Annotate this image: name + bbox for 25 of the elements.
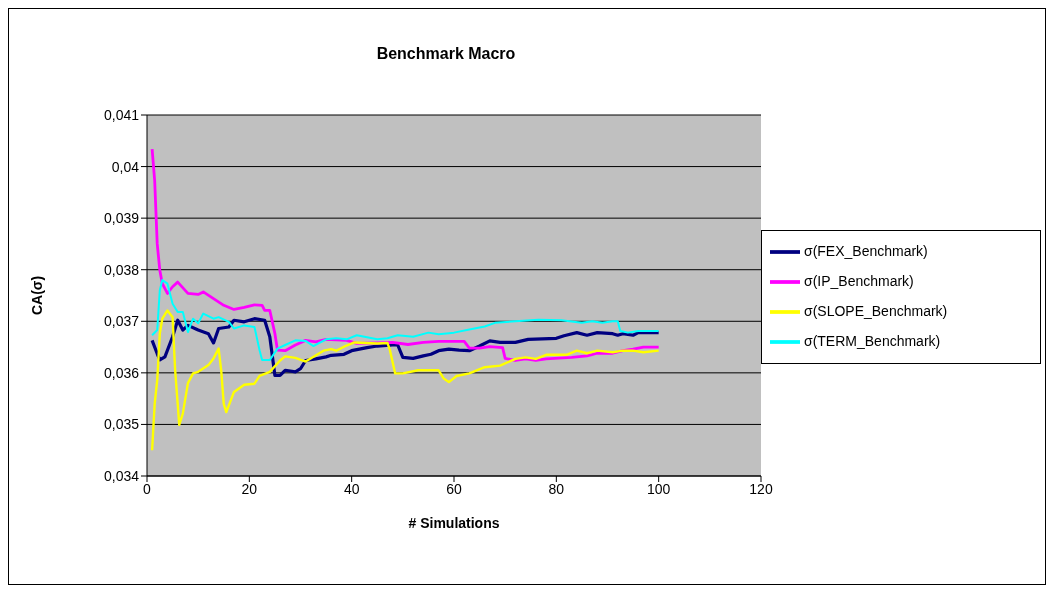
x-tick-label: 20 — [241, 480, 258, 497]
line-series — [150, 317, 661, 378]
y-tick-label: 0,035 — [103, 416, 140, 433]
legend-label: σ(TERM_Benchmark) — [804, 332, 941, 349]
line-series — [151, 279, 660, 361]
legend-label: σ(IP_Benchmark) — [804, 272, 914, 289]
y-tick-label: 0,037 — [103, 313, 140, 330]
x-tick-label: 120 — [749, 480, 773, 497]
x-axis-title: # Simulations — [408, 515, 500, 531]
x-tick-label: 40 — [343, 480, 360, 497]
y-axis-title: CA(σ) — [28, 275, 45, 316]
legend-label: σ(SLOPE_Benchmark) — [804, 302, 948, 319]
x-tick-label: 60 — [446, 480, 462, 497]
y-tick-label: 0,039 — [103, 210, 140, 227]
x-tick-label: 100 — [646, 480, 671, 497]
x-tick-label: 80 — [548, 480, 565, 497]
x-tick-label: 0 — [143, 480, 152, 497]
line-series — [150, 309, 660, 452]
y-tick-label: 0,034 — [103, 467, 140, 484]
y-tick-label: 0,036 — [103, 364, 140, 381]
y-tick-label: 0,041 — [103, 106, 140, 123]
y-tick-label: 0,04 — [111, 158, 140, 175]
y-tick-label: 0,038 — [103, 261, 140, 278]
legend-label: σ(FEX_Benchmark) — [804, 242, 928, 259]
chart-title: Benchmark Macro — [375, 45, 517, 63]
